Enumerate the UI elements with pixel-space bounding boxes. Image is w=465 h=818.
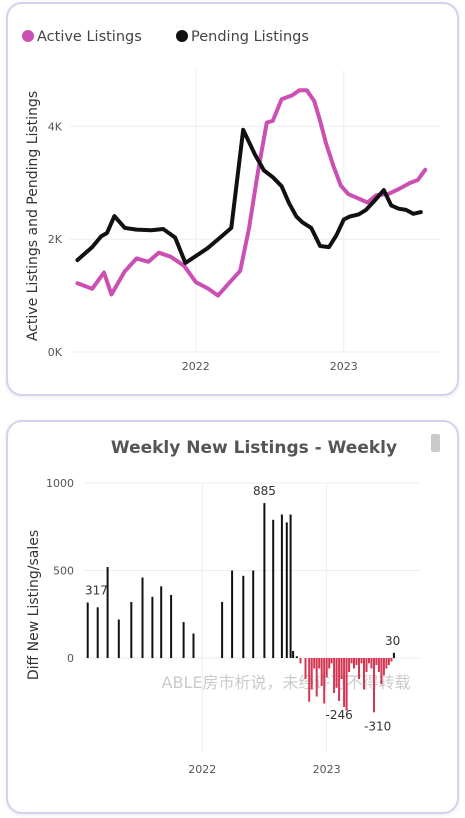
bar xyxy=(345,658,348,711)
bar xyxy=(151,596,154,659)
legend-marker-1 xyxy=(176,30,188,42)
bar xyxy=(328,658,331,669)
bar xyxy=(310,658,313,690)
bar xyxy=(313,658,316,669)
y-tick-label: 1000 xyxy=(46,477,74,490)
watermark-text: ABLE房市析说，未经许可不得转载 xyxy=(162,673,411,692)
bar xyxy=(355,658,358,665)
bar xyxy=(263,503,266,658)
series-line-pending xyxy=(75,127,423,265)
bar xyxy=(285,522,288,658)
bar xyxy=(390,658,393,662)
y-tick-label: 2K xyxy=(48,233,63,246)
bar xyxy=(387,658,390,665)
bar xyxy=(335,658,338,688)
bar xyxy=(333,658,336,693)
bar xyxy=(221,602,224,658)
bar xyxy=(385,658,388,669)
bar xyxy=(117,619,120,658)
bar xyxy=(280,514,283,658)
y-tick-label: 0 xyxy=(67,652,74,665)
bar xyxy=(323,658,326,704)
bar xyxy=(368,658,370,664)
bar xyxy=(315,658,318,697)
bar xyxy=(96,607,99,659)
bar xyxy=(325,658,328,678)
data-label: -246 xyxy=(325,708,352,722)
y-axis-label: Active Listings and Pending Listings xyxy=(25,91,41,341)
bar xyxy=(370,658,373,669)
bar xyxy=(86,602,89,658)
legend-label-0: Active Listings xyxy=(37,29,142,45)
x-tick-label: 2023 xyxy=(330,360,358,373)
bar xyxy=(242,575,245,659)
bar xyxy=(377,658,380,672)
bar xyxy=(330,658,333,664)
bar xyxy=(182,622,185,658)
bar xyxy=(289,514,292,658)
y-tick-label: 500 xyxy=(53,565,74,578)
bar xyxy=(343,658,346,707)
x-tick-label: 2022 xyxy=(182,360,210,373)
bar xyxy=(373,658,375,713)
bar xyxy=(380,658,383,685)
bar xyxy=(318,658,321,669)
bar xyxy=(141,577,144,658)
scrollbar-thumb[interactable] xyxy=(431,434,440,452)
bar xyxy=(170,595,173,658)
series-line-active xyxy=(75,88,428,298)
bar xyxy=(392,652,395,659)
y-tick-label: 0K xyxy=(48,346,63,359)
data-label: -310 xyxy=(364,719,391,733)
bar xyxy=(295,656,298,659)
bar xyxy=(358,658,360,679)
data-label: 317 xyxy=(85,584,108,598)
bar xyxy=(353,658,355,669)
legend-marker-0 xyxy=(22,30,34,42)
y-tick-label: 4K xyxy=(48,120,63,133)
bar xyxy=(130,602,133,658)
bar xyxy=(350,658,353,664)
bar xyxy=(231,570,234,658)
bar xyxy=(375,658,378,665)
bar xyxy=(308,658,311,702)
bar xyxy=(272,519,275,659)
bar xyxy=(363,658,365,690)
bar xyxy=(360,658,363,664)
chart-title: Weekly New Listings - Weekly xyxy=(111,438,397,458)
legend-label-1: Pending Listings xyxy=(191,29,309,45)
data-label: 885 xyxy=(253,484,276,498)
bar xyxy=(252,570,255,658)
bar xyxy=(365,658,368,672)
x-tick-label: 2022 xyxy=(188,763,216,776)
bar xyxy=(382,658,385,676)
x-tick-label: 2023 xyxy=(313,763,341,776)
bar xyxy=(320,658,323,686)
bar xyxy=(338,658,341,701)
data-label: 30 xyxy=(385,634,400,648)
bar xyxy=(348,658,351,672)
bar xyxy=(292,651,295,658)
bar xyxy=(340,658,343,679)
y-axis-label: Diff New Listing/sales xyxy=(26,530,42,680)
listings-chart-card xyxy=(6,2,459,396)
bar xyxy=(299,658,302,664)
bar xyxy=(192,633,195,658)
bar xyxy=(304,658,307,679)
bar xyxy=(160,586,163,659)
bar xyxy=(106,567,109,658)
